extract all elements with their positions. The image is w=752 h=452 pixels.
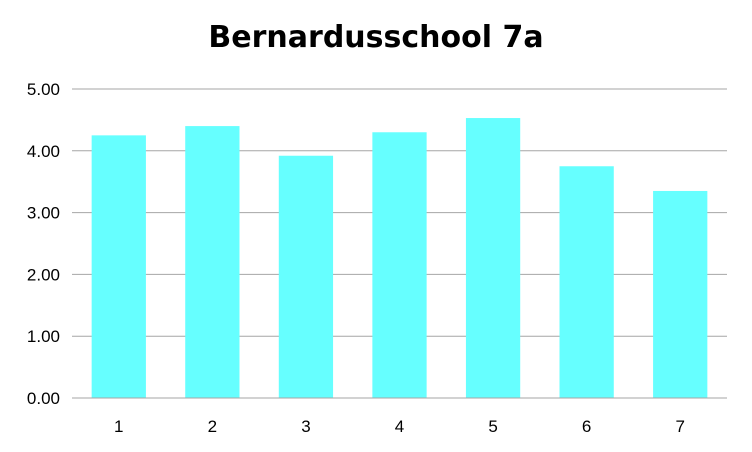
bar	[653, 190, 708, 398]
chart-title: Bernardusschool 7a	[208, 20, 544, 55]
y-tick-label: 1.00	[27, 327, 60, 346]
bar	[91, 135, 146, 398]
x-tick-label: 5	[488, 417, 497, 436]
bar	[372, 132, 427, 398]
y-tick-label: 0.00	[27, 389, 60, 408]
bar	[185, 126, 240, 398]
y-tick-label: 4.00	[27, 142, 60, 161]
y-tick-label: 5.00	[27, 80, 60, 99]
x-tick-label: 6	[582, 417, 591, 436]
y-tick-label: 3.00	[27, 204, 60, 223]
bar	[465, 118, 521, 399]
bar	[559, 166, 614, 398]
x-tick-label: 3	[301, 417, 310, 436]
y-tick-label: 2.00	[27, 265, 60, 284]
x-tick-label: 2	[208, 417, 217, 436]
x-tick-label: 1	[114, 417, 123, 436]
bar	[278, 155, 334, 398]
x-tick-label: 7	[675, 417, 684, 436]
x-tick-label: 4	[395, 417, 404, 436]
